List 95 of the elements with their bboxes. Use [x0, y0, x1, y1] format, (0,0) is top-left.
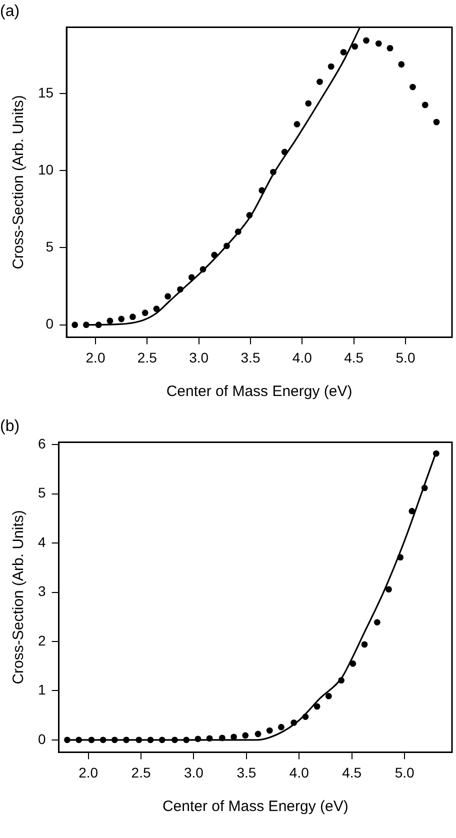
y-tick-label: 5 [46, 238, 54, 255]
point [254, 730, 262, 738]
y-axis-title: Cross-Section (Arb. Units) [10, 510, 28, 684]
x-tick-label: 3.5 [240, 349, 260, 366]
y-axis-title: Cross-Section (Arb. Units) [10, 95, 28, 270]
chart-title: (a) [0, 3, 20, 20]
point [83, 322, 90, 328]
point [95, 322, 102, 328]
point [363, 37, 370, 44]
point [106, 318, 114, 324]
point [386, 586, 392, 593]
y-tick-label: 0 [38, 730, 46, 747]
x-tick-label: 5.0 [394, 764, 415, 780]
point [314, 703, 320, 710]
point [350, 660, 356, 667]
point [72, 322, 78, 328]
x-tick-label: 3.5 [236, 764, 256, 780]
x-tick-label: 2.5 [131, 764, 151, 780]
point [194, 736, 202, 742]
x-tick-label: 4.5 [344, 349, 364, 366]
point [305, 100, 312, 107]
point [432, 450, 440, 457]
point [230, 734, 237, 740]
x-tick-label: 5.0 [396, 349, 416, 366]
x-tick-label: 2.5 [137, 349, 158, 366]
point [147, 736, 154, 744]
y-tick-label: 2 [38, 632, 46, 648]
y-tick-label: 5 [38, 484, 46, 501]
y-tick-label: 6 [38, 436, 46, 452]
point [183, 736, 190, 744]
point [123, 736, 130, 744]
point [386, 44, 394, 52]
x-tick-label: 2.0 [86, 349, 106, 366]
point [88, 736, 95, 744]
point [433, 118, 440, 126]
point [100, 736, 106, 744]
point [188, 274, 195, 281]
x-tick-label: 4.0 [292, 349, 312, 366]
y-tick-label: 0 [46, 316, 54, 332]
point [153, 306, 160, 312]
y-tick-label: 10 [38, 161, 54, 178]
point [158, 736, 166, 744]
point [177, 286, 184, 293]
point [278, 724, 284, 730]
point [270, 168, 276, 176]
point [352, 43, 358, 50]
point [397, 554, 404, 561]
point [302, 714, 309, 720]
point [328, 63, 334, 70]
point [172, 736, 178, 744]
point [218, 734, 226, 742]
point [421, 484, 428, 492]
x-tick-label: 2.0 [78, 764, 98, 780]
point [340, 48, 347, 56]
point [76, 736, 82, 744]
y-tick-label: 4 [38, 534, 46, 550]
point [211, 252, 218, 258]
point [316, 78, 323, 85]
y-tick-label: 1 [38, 682, 46, 698]
point [64, 736, 70, 744]
point [206, 735, 213, 742]
point [338, 677, 345, 684]
x-tick-label: 4.5 [342, 764, 362, 780]
point [290, 719, 298, 726]
point [398, 61, 405, 68]
point [118, 316, 125, 322]
point [361, 641, 368, 648]
point [164, 293, 172, 300]
x-tick-label: 3.0 [189, 349, 209, 366]
y-tick-label: 3 [38, 583, 46, 600]
x-tick-label: 4.0 [289, 764, 310, 780]
point [136, 736, 142, 744]
point [325, 692, 332, 700]
point [422, 102, 428, 108]
chart-title: (b) [0, 418, 20, 436]
point [408, 508, 416, 514]
point [374, 619, 380, 626]
y-tick-label: 15 [38, 84, 54, 100]
point [142, 310, 148, 316]
point [224, 242, 230, 250]
point [234, 228, 242, 235]
x-tick-label: 3.0 [184, 764, 204, 780]
point [375, 40, 382, 47]
point [258, 187, 266, 194]
point [410, 84, 416, 90]
point [246, 212, 253, 218]
point [266, 727, 273, 734]
point [111, 736, 118, 744]
point [281, 148, 288, 156]
point [242, 732, 249, 739]
x-axis-title: Center of Mass Energy (eV) [166, 383, 352, 400]
point [294, 121, 300, 128]
point [130, 314, 136, 320]
x-axis-title: Center of Mass Energy (eV) [162, 798, 348, 816]
point [200, 266, 206, 273]
